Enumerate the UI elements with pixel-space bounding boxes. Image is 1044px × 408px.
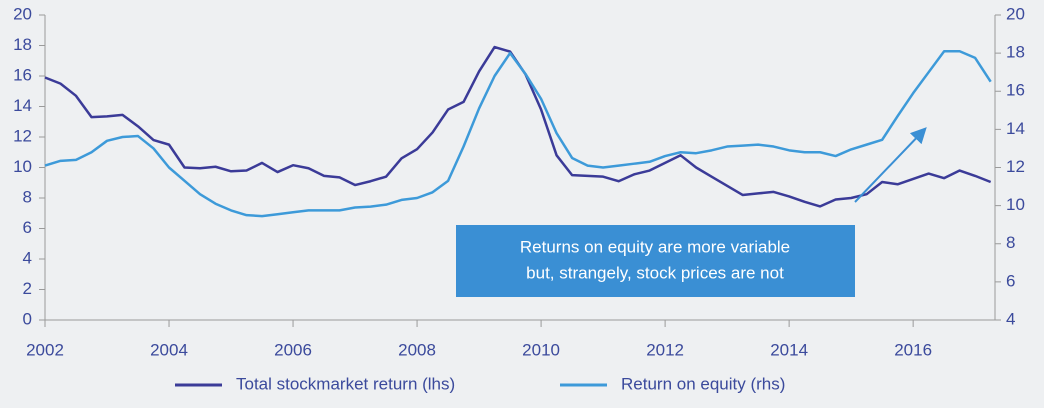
y-tick-label: 16 — [13, 65, 32, 84]
y2-tick-label: 4 — [1006, 309, 1015, 328]
x-tick-label: 2004 — [150, 340, 188, 359]
y-tick-label: 14 — [13, 96, 32, 115]
y-tick-label: 6 — [23, 218, 32, 237]
y-tick-label: 2 — [23, 279, 32, 298]
annotation-text: but, strangely, stock prices are not — [526, 263, 784, 282]
y-tick-label: 4 — [23, 248, 32, 267]
y2-tick-label: 20 — [1006, 4, 1025, 23]
legend-label: Return on equity (rhs) — [621, 374, 785, 393]
x-tick-label: 2002 — [26, 340, 64, 359]
y-tick-label: 20 — [13, 4, 32, 23]
y-tick-label: 10 — [13, 157, 32, 176]
y2-tick-label: 12 — [1006, 157, 1025, 176]
x-tick-label: 2010 — [522, 340, 560, 359]
x-tick-label: 2012 — [646, 340, 684, 359]
y2-tick-label: 16 — [1006, 81, 1025, 100]
y-tick-label: 18 — [13, 35, 32, 54]
series-line — [44, 49, 992, 218]
legend-label: Total stockmarket return (lhs) — [236, 374, 455, 393]
y2-tick-label: 18 — [1006, 43, 1025, 62]
y-tick-label: 12 — [13, 126, 32, 145]
x-tick-label: 2008 — [398, 340, 436, 359]
x-tick-label: 2014 — [770, 340, 808, 359]
y2-tick-label: 8 — [1006, 233, 1015, 252]
y2-tick-label: 6 — [1006, 271, 1015, 290]
y2-tick-label: 10 — [1006, 195, 1025, 214]
annotation-text: Returns on equity are more variable — [520, 237, 790, 256]
y-tick-label: 8 — [23, 187, 32, 206]
x-tick-label: 2006 — [274, 340, 312, 359]
annotation-arrow — [854, 127, 927, 203]
x-tick-label: 2016 — [894, 340, 932, 359]
y-tick-label: 0 — [23, 309, 32, 328]
y2-tick-label: 14 — [1006, 119, 1025, 138]
annotation-box — [456, 225, 855, 297]
